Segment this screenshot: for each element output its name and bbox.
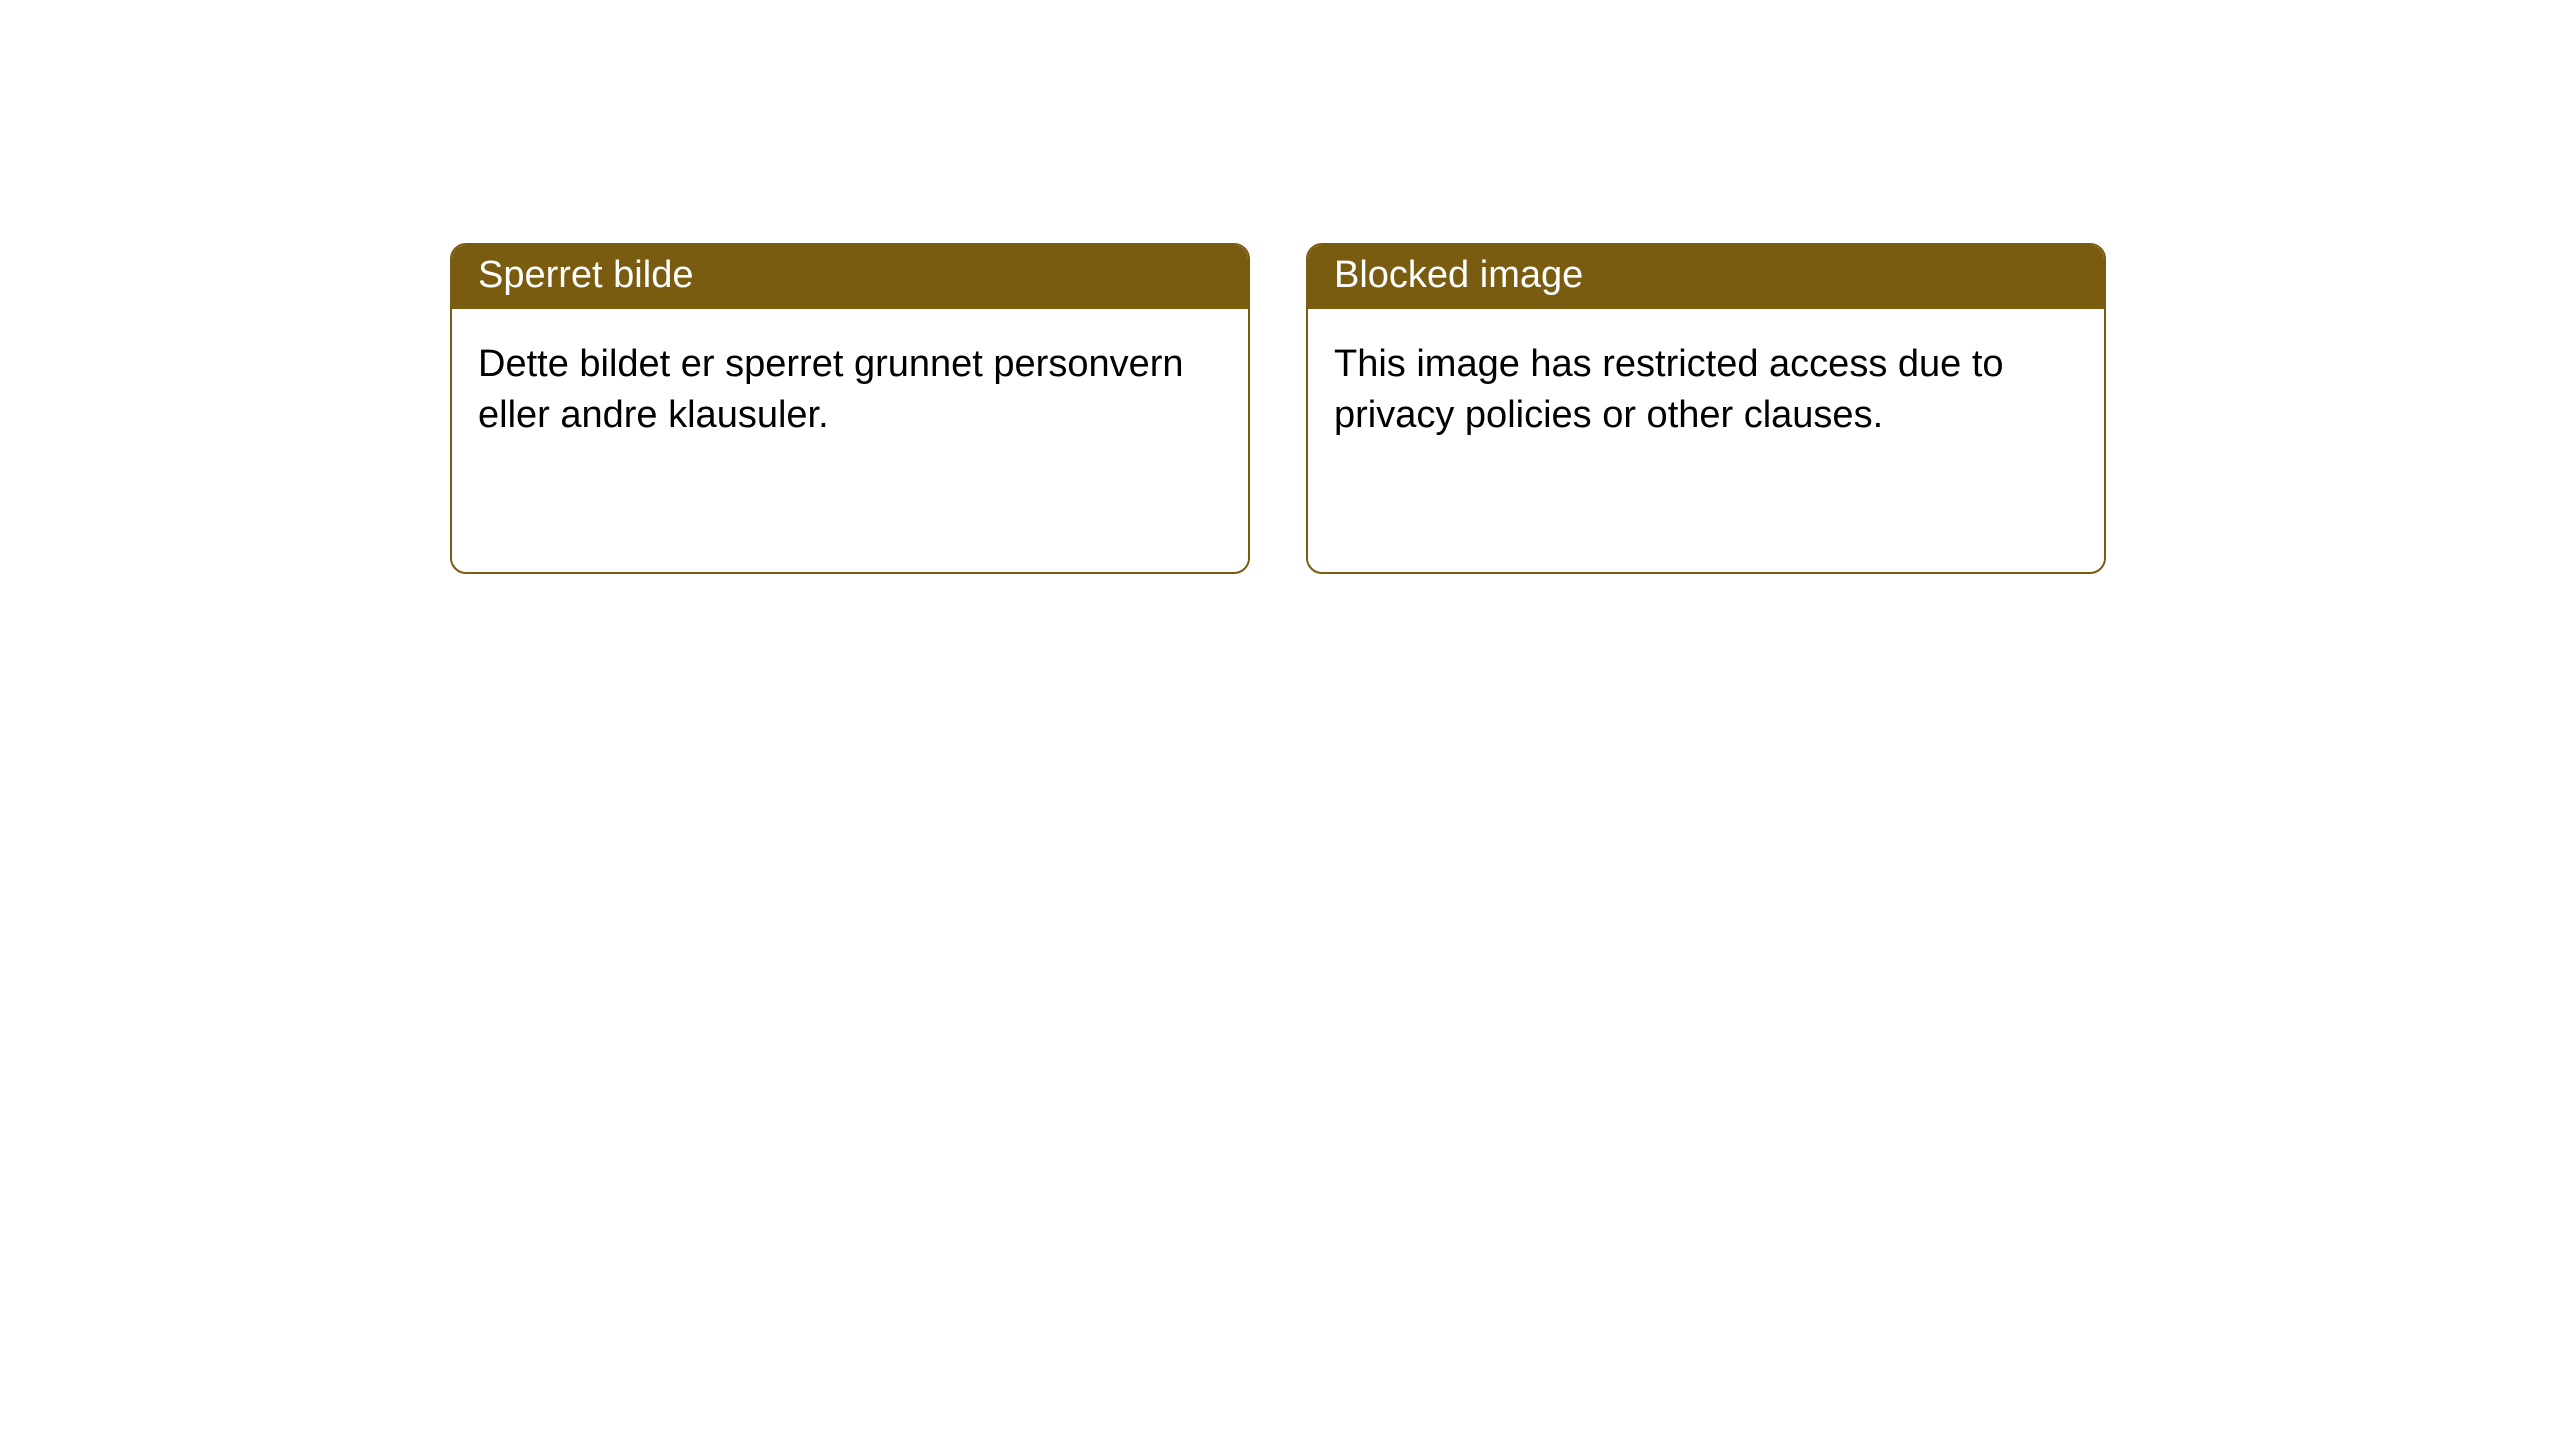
notice-container: Sperret bilde Dette bildet er sperret gr… (0, 0, 2560, 574)
notice-card-english: Blocked image This image has restricted … (1306, 243, 2106, 574)
card-body: This image has restricted access due to … (1308, 309, 2104, 472)
notice-card-norwegian: Sperret bilde Dette bildet er sperret gr… (450, 243, 1250, 574)
card-header: Sperret bilde (452, 245, 1248, 309)
card-header: Blocked image (1308, 245, 2104, 309)
card-body: Dette bildet er sperret grunnet personve… (452, 309, 1248, 472)
